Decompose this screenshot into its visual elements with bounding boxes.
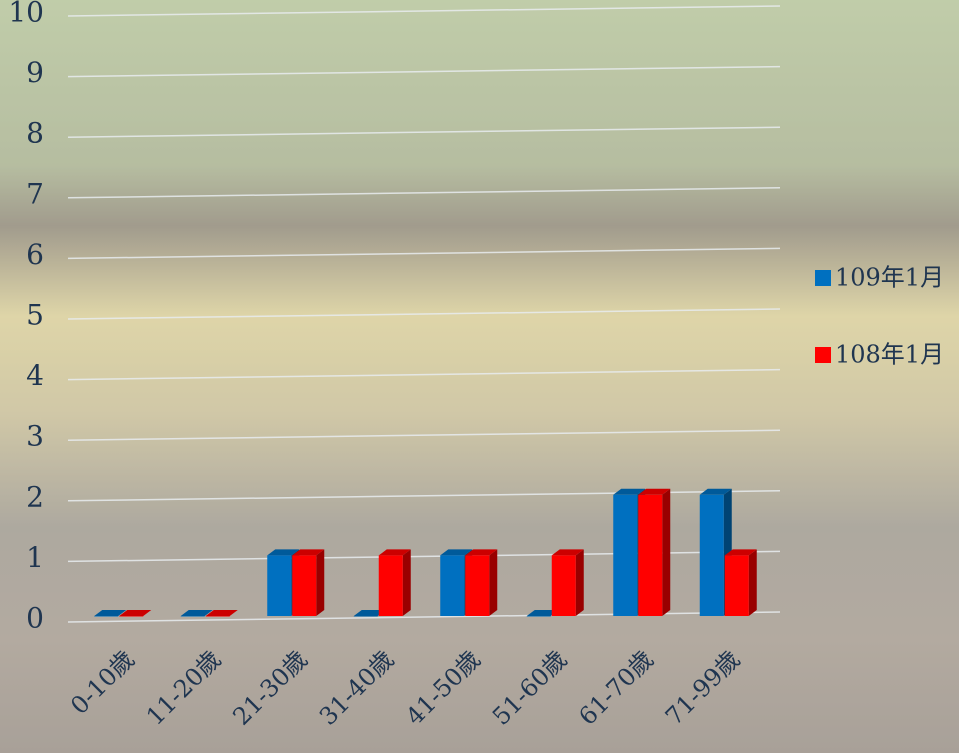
- grid-line: [67, 5, 781, 17]
- legend-swatch: [815, 347, 831, 363]
- legend-label: 108年1月: [835, 341, 944, 369]
- y-tick-label: 1: [26, 541, 44, 574]
- y-tick-label: 2: [26, 480, 44, 513]
- bar-top: [724, 549, 757, 556]
- bar: [292, 555, 317, 616]
- bar-top: [94, 610, 127, 616]
- y-tick-label: 5: [26, 299, 44, 332]
- bar: [613, 494, 638, 616]
- y-tick-label: 4: [26, 359, 44, 392]
- bar-top: [465, 549, 498, 556]
- bar: [180, 616, 205, 617]
- bar: [724, 555, 749, 616]
- bar-top: [180, 610, 213, 616]
- grid-line: [67, 65, 781, 78]
- bar-top: [551, 549, 584, 556]
- bar-top: [638, 488, 671, 495]
- y-tick-label: 9: [26, 56, 44, 89]
- legend-swatch: [815, 270, 831, 286]
- bar-side: [748, 549, 757, 616]
- grid-line: [67, 308, 781, 320]
- bar: [205, 616, 230, 617]
- bar-top: [440, 549, 473, 556]
- bar-top: [267, 549, 300, 556]
- y-tick-label: 3: [26, 420, 44, 453]
- legend-label: 109年1月: [835, 264, 944, 292]
- bar: [465, 555, 490, 616]
- bar-top: [699, 488, 732, 495]
- bar: [119, 616, 144, 617]
- bar-side: [575, 549, 584, 616]
- bar-top: [526, 610, 559, 616]
- bar-top: [378, 549, 411, 556]
- grid-line: [67, 187, 781, 199]
- bar: [267, 555, 292, 616]
- bar: [551, 555, 576, 616]
- bar-top: [205, 610, 238, 616]
- bar: [94, 616, 119, 617]
- y-tick-label: 0: [26, 602, 44, 635]
- bar: [638, 494, 663, 616]
- bar-top: [353, 610, 386, 616]
- y-tick-label: 7: [26, 177, 44, 210]
- bar-side: [662, 488, 671, 616]
- bar: [440, 555, 465, 616]
- bar: [378, 555, 403, 616]
- y-tick-label: 6: [26, 238, 44, 271]
- bar: [699, 494, 724, 616]
- bar-top: [292, 549, 325, 556]
- bar-side: [402, 549, 411, 616]
- bar: [353, 616, 378, 617]
- bar: [526, 616, 551, 617]
- bar-side: [489, 549, 498, 616]
- bar-top: [613, 488, 646, 495]
- y-tick-label: 8: [26, 117, 44, 150]
- bar-top: [119, 610, 152, 616]
- grid-line: [67, 429, 781, 441]
- grid-line: [67, 368, 781, 381]
- grid-line: [67, 247, 781, 260]
- bar-side: [316, 549, 325, 616]
- y-tick-label: 10: [8, 0, 44, 29]
- grid-line: [67, 126, 781, 138]
